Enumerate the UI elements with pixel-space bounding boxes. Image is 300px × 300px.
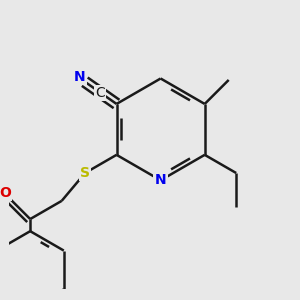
Text: N: N bbox=[155, 173, 167, 187]
Text: O: O bbox=[0, 186, 11, 200]
Text: N: N bbox=[74, 70, 86, 84]
Text: S: S bbox=[80, 166, 90, 180]
Text: C: C bbox=[95, 86, 105, 100]
